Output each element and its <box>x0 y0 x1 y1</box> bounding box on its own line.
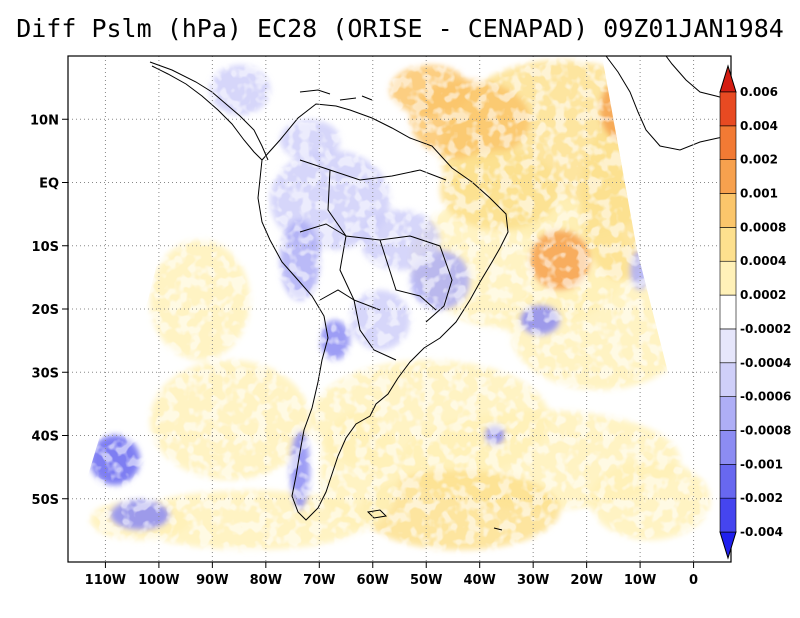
colorbar-label: -0.0008 <box>740 423 791 437</box>
colorbar-cell <box>719 362 737 397</box>
map-title: Diff Pslm (hPa) EC28 (ORISE - CENAPAD) 0… <box>16 14 784 43</box>
colorbar-label: 0.002 <box>740 153 778 167</box>
colorbar-max-arrow <box>719 64 737 93</box>
country-borders <box>299 159 453 361</box>
colorbar-label: 0.0002 <box>740 288 786 302</box>
south-america-coast <box>257 103 509 521</box>
coastlines <box>149 56 731 531</box>
colorbar-label: 0.001 <box>740 187 778 201</box>
x-tick-label: 110W <box>85 573 126 588</box>
x-tick-label: 70W <box>303 573 335 588</box>
x-tick-label: 20W <box>570 573 602 588</box>
x-tick-label: 80W <box>250 573 282 588</box>
caribbean-islands <box>299 89 373 101</box>
x-tick-label: 90W <box>196 573 228 588</box>
colorbar-label: 0.004 <box>740 119 778 133</box>
x-tick-label: 50W <box>410 573 442 588</box>
x-tick-label: 60W <box>357 573 389 588</box>
colorbar-cell <box>719 227 737 262</box>
colorbar-label: -0.0002 <box>740 322 791 336</box>
latitude-axis: 10N EQ 10S 20S 30S 40S 50S <box>30 113 68 508</box>
colorbar-label: -0.002 <box>740 491 783 505</box>
y-tick-label: EQ <box>39 177 59 192</box>
colorbar-cell <box>719 430 737 465</box>
colorbar-label: -0.0006 <box>740 390 791 404</box>
x-tick-label: 40W <box>463 573 495 588</box>
colorbar-label: 0.0008 <box>740 220 786 234</box>
x-tick-label: 100W <box>138 573 179 588</box>
y-tick-label: 30S <box>32 366 59 381</box>
y-tick-label: 10N <box>30 113 59 128</box>
colorbar-cell <box>719 159 737 194</box>
colorbar-cell <box>719 193 737 228</box>
colorbar-label: 0.006 <box>740 85 778 99</box>
colorbar-label: -0.0004 <box>740 356 791 370</box>
y-tick-label: 10S <box>32 240 59 255</box>
x-tick-label: 0 <box>689 573 698 588</box>
africa-coast <box>605 56 731 151</box>
colorbar-cell <box>719 294 737 330</box>
colorbar-label: 0.0004 <box>740 254 786 268</box>
colorbar-label: -0.004 <box>740 525 783 539</box>
south-georgia <box>493 527 503 531</box>
colorbar-cell <box>719 91 737 127</box>
y-tick-label: 40S <box>32 430 59 445</box>
x-tick-label: 30W <box>517 573 549 588</box>
longitude-axis: 110W 100W 90W 80W 70W 60W 50W 40W 30W 20W 10W 0 <box>85 562 698 588</box>
colorbar-cell <box>719 464 737 499</box>
colorbar-cell <box>719 260 737 296</box>
grid-lines <box>68 56 731 562</box>
colorbar-cell <box>719 396 737 431</box>
colorbar-cell <box>719 125 737 160</box>
colorbar-cell <box>719 328 737 364</box>
central-america-coast <box>149 61 269 161</box>
y-tick-label: 20S <box>32 303 59 318</box>
y-tick-label: 50S <box>32 493 59 508</box>
colorbar: -0.004 -0.002 -0.001 -0.0008 -0.0006 -0.0004 -… <box>719 64 791 560</box>
colorbar-cell <box>719 497 737 533</box>
colorbar-label: -0.001 <box>740 457 783 471</box>
x-tick-label: 10W <box>624 573 656 588</box>
falkland-islands <box>366 509 388 519</box>
